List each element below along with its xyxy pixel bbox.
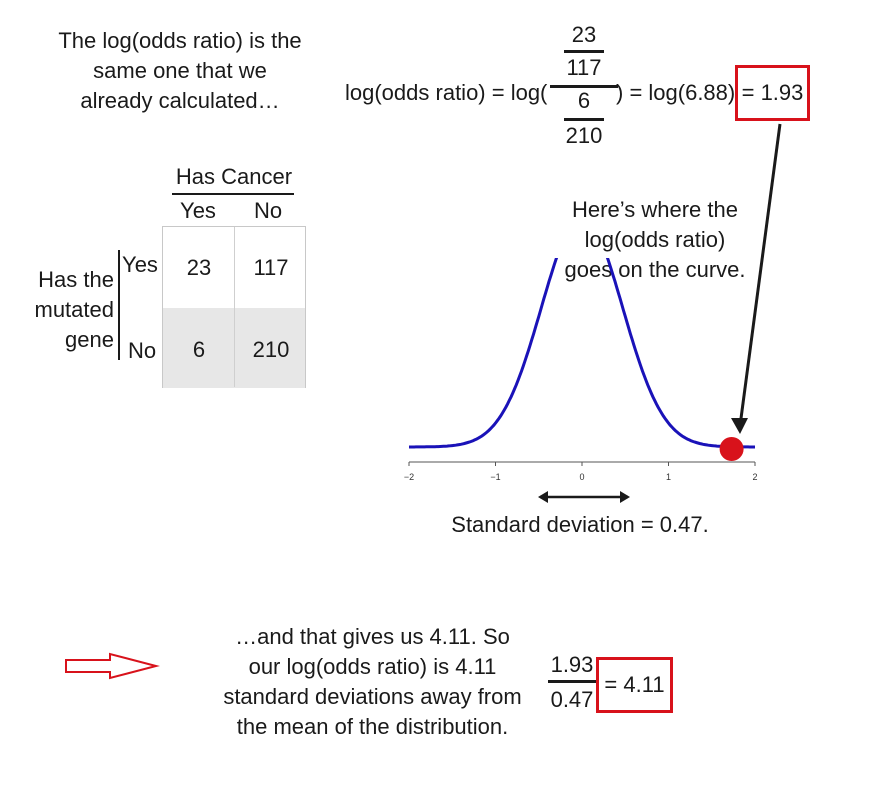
table-cell: 23 (186, 255, 212, 280)
annotation-line-1: Here’s where the (572, 197, 738, 222)
annotation-line-2: log(odds ratio) (584, 227, 726, 252)
fraction-bar-small-top (564, 50, 604, 53)
curve-annotation: Here’s where the log(odds ratio) goes on… (555, 195, 755, 285)
division-denominator: 0.47 (550, 687, 594, 712)
intro-line-3: already calculated… (80, 88, 280, 113)
col-label-yes: Yes (180, 198, 216, 223)
division-numerator: 1.93 (550, 652, 594, 677)
conclusion-line-2: our log(odds ratio) is 4.11 (248, 654, 497, 679)
table-cell: 117 (253, 255, 289, 280)
col-label-no: No (253, 198, 283, 223)
fraction-den-top: 6 (577, 88, 591, 113)
formula-middle: ) = log(6.88) (616, 80, 736, 105)
odds-fraction: 23 117 6 210 (550, 22, 618, 151)
row-title-line-3: gene (65, 327, 114, 352)
x-tick-label: 0 (579, 472, 584, 482)
division-fraction: 1.93 0.47 (548, 652, 596, 715)
conclusion-line-4: the mean of the distribution. (236, 714, 509, 739)
row-title-line-2: mutated (34, 297, 115, 322)
x-tick-label: −2 (404, 472, 414, 482)
log-odds-point (719, 437, 744, 461)
fraction-num-top: 23 (571, 22, 597, 47)
row-title-bracket (118, 250, 120, 360)
sd-label: Standard deviation = 0.47. (451, 512, 709, 537)
normal-curve (409, 258, 755, 449)
row-title-line-1: Has the (38, 267, 114, 292)
conclusion-line-3: standard deviations away from (223, 684, 522, 709)
annotation-line-3: goes on the curve. (564, 257, 746, 282)
fraction-bar-small-bottom (564, 118, 604, 121)
log-result: = 1.93 (741, 80, 804, 105)
table-header-underline (172, 193, 294, 195)
division-result: = 4.11 (604, 672, 665, 697)
fraction-num-bottom: 117 (566, 55, 602, 80)
table-col-divider (234, 227, 235, 387)
x-tick-label: −1 (490, 472, 500, 482)
fraction-bar-main (550, 85, 618, 88)
pointer-arrow (738, 123, 782, 427)
x-tick-label: 2 (752, 472, 757, 482)
division-bar (548, 680, 596, 683)
conclusion-line-1: …and that gives us 4.11. So (235, 624, 510, 649)
row-label-no: No (127, 338, 157, 363)
intro-line-2: same one that we (93, 58, 267, 83)
table-cell: 210 (252, 337, 290, 362)
fraction-den-bottom: 210 (565, 123, 603, 148)
sd-arrowhead-left (538, 491, 548, 503)
conclusion-text: …and that gives us 4.11. So our log(odds… (200, 622, 545, 742)
x-tick-label: 1 (666, 472, 671, 482)
table-cell: 6 (192, 337, 206, 362)
intro-line-1: The log(odds ratio) is the (58, 28, 302, 53)
pointer-arrowhead (731, 418, 748, 434)
x-axis-ticks: −2 −1 0 1 2 (404, 462, 758, 482)
formula-prefix: log(odds ratio) = log( (345, 80, 548, 105)
log-result-box: = 1.93 (735, 65, 810, 121)
row-label-yes: Yes (122, 252, 158, 277)
hollow-arrow-icon (65, 652, 160, 680)
division-result-box: = 4.11 (596, 657, 673, 713)
contingency-table: 23 117 6 210 (162, 226, 306, 388)
row-title: Has the mutated gene (20, 265, 115, 355)
table-header: Has Cancer (175, 164, 293, 189)
sd-arrowhead-right (620, 491, 630, 503)
intro-text: The log(odds ratio) is the same one that… (40, 26, 320, 116)
